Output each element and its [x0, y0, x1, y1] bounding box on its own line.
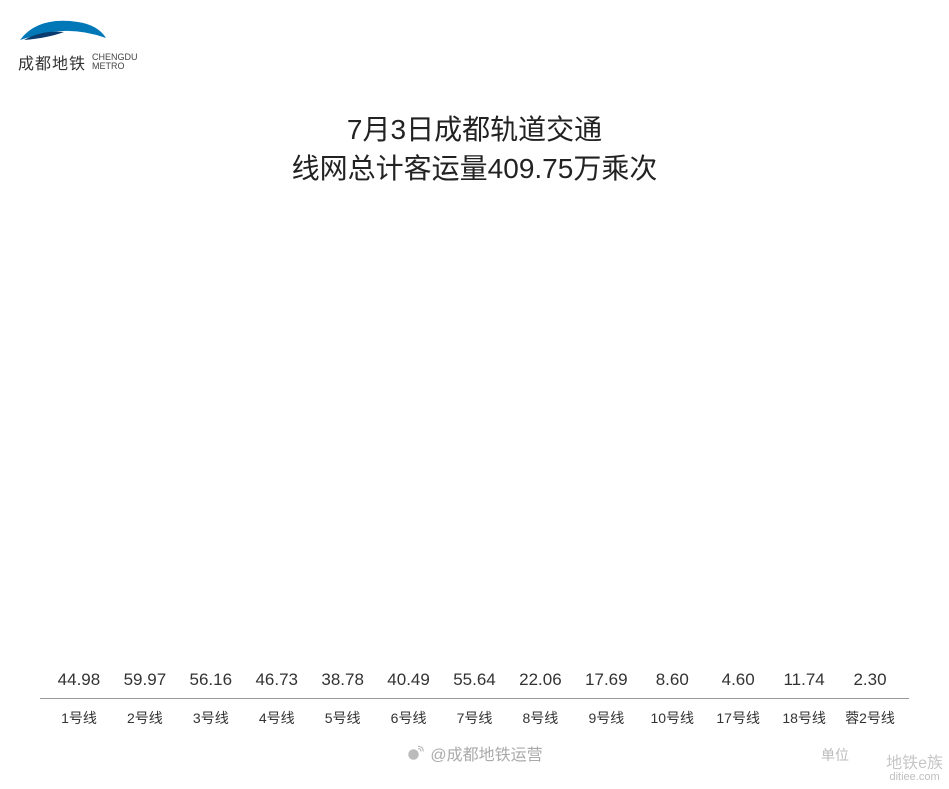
bar-value-label: 11.74 [783, 670, 824, 698]
metro-logo-swoosh [18, 14, 108, 48]
logo-text-cn: 成都地铁 [18, 50, 86, 74]
bar-value-label: 8.60 [656, 670, 689, 698]
x-axis-label: 18号线 [771, 708, 837, 728]
bar-value-label: 4.60 [722, 670, 755, 698]
bar-value-label: 17.69 [585, 670, 628, 698]
bar-value-label: 2.30 [853, 670, 886, 698]
bar-value-label: 59.97 [124, 670, 167, 698]
bar-value-label: 40.49 [387, 670, 430, 698]
watermark: 地铁e族 ditiee.com [886, 749, 943, 783]
x-axis-label: 1号线 [46, 708, 112, 728]
x-axis-label: 8号线 [507, 708, 573, 728]
watermark-title: 地铁e族 [886, 749, 943, 773]
share-text: @成都地铁运营 [430, 741, 542, 765]
x-axis-label: 9号线 [573, 708, 639, 728]
page-root: 成都地铁 CHENGDU METRO 7月3日成都轨道交通 线网总计客运量409… [0, 0, 949, 789]
x-axis-label: 4号线 [244, 708, 310, 728]
bar-value-label: 56.16 [190, 670, 233, 698]
bar-value-label: 38.78 [321, 670, 364, 698]
x-axis-label: 蓉2号线 [837, 708, 903, 728]
bars-container: 44.98 59.97 56.16 46.73 38.78 40.49 55.64 22.06… [40, 220, 909, 698]
bar-value-label: 22.06 [519, 670, 562, 698]
x-axis-labels: 1号线2号线3号线4号线5号线6号线7号线8号线9号线10号线17号线18号线蓉… [40, 698, 909, 728]
x-axis-label: 3号线 [178, 708, 244, 728]
unit-label: 单位 [821, 745, 849, 765]
x-axis-label: 7号线 [442, 708, 508, 728]
bar-value-label: 44.98 [58, 670, 101, 698]
logo-en-line2: METRO [92, 61, 125, 71]
x-axis-label: 10号线 [639, 708, 705, 728]
bar-value-label: 55.64 [453, 670, 496, 698]
metro-logo: 成都地铁 CHENGDU METRO [18, 14, 138, 74]
share-attribution: @成都地铁运营 [0, 741, 949, 765]
watermark-url: ditiee.com [886, 771, 943, 783]
title-line-2: 线网总计客运量409.75万乘次 [0, 149, 949, 188]
bar-value-label: 46.73 [255, 670, 298, 698]
title-line-1: 7月3日成都轨道交通 [0, 110, 949, 149]
weibo-icon [406, 744, 424, 762]
x-axis-label: 2号线 [112, 708, 178, 728]
bar-chart: 44.98 59.97 56.16 46.73 38.78 40.49 55.64 22.06… [40, 220, 909, 699]
x-axis-label: 6号线 [376, 708, 442, 728]
logo-text-en: CHENGDU METRO [92, 53, 138, 72]
chart-title: 7月3日成都轨道交通 线网总计客运量409.75万乘次 [0, 110, 949, 188]
x-axis-label: 17号线 [705, 708, 771, 728]
x-axis-label: 5号线 [310, 708, 376, 728]
